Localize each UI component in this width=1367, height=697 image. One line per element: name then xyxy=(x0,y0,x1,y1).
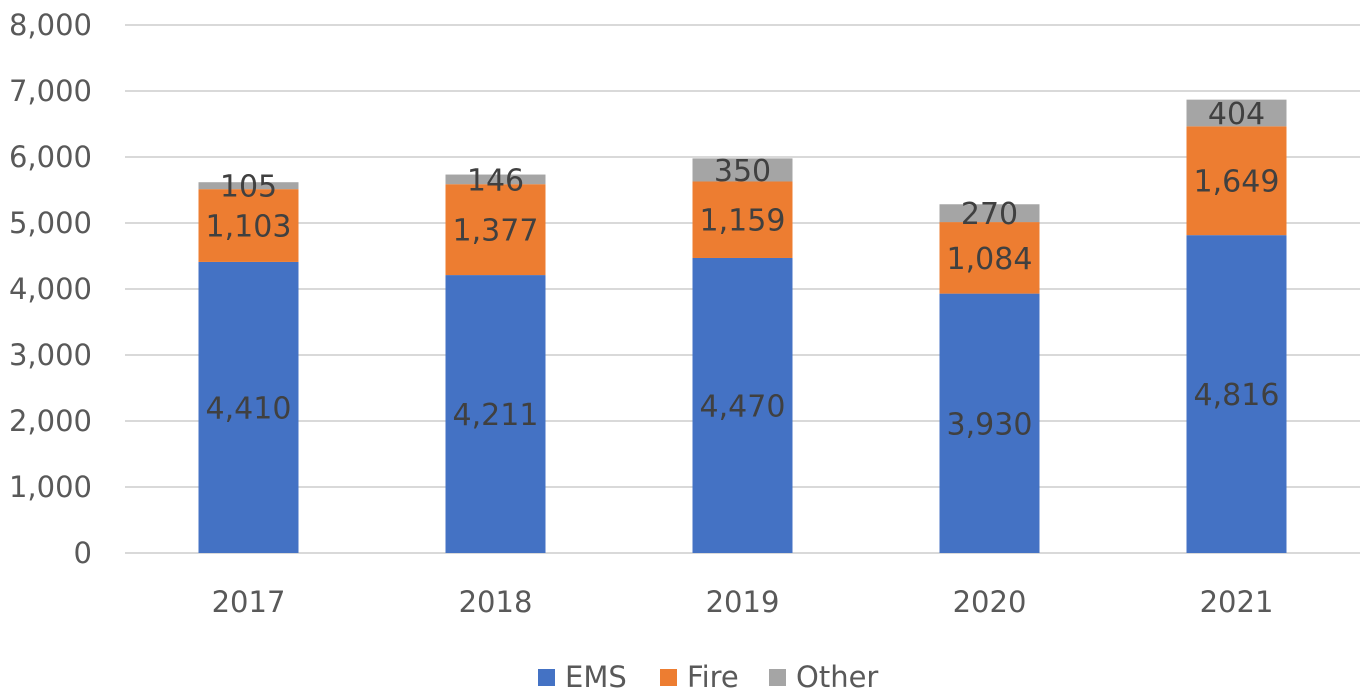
legend-label-other: Other xyxy=(796,660,878,694)
data-label-ems-2017: 4,410 xyxy=(206,391,292,426)
bar-ems-2019 xyxy=(692,257,793,553)
y-tick-label: 8,000 xyxy=(9,8,92,42)
y-tick-label: 6,000 xyxy=(9,140,92,174)
data-labels: 4,410 1,103 105 4,211 1,377 146 4,470 1,159 350 3… xyxy=(206,97,1280,442)
legend-swatch-other xyxy=(769,669,786,686)
data-label-fire-2019: 1,159 xyxy=(700,204,786,239)
data-label-ems-2019: 4,470 xyxy=(700,389,786,424)
bar-other-2019 xyxy=(692,158,793,182)
bar-fire-2019 xyxy=(692,181,793,258)
data-label-ems-2018: 4,211 xyxy=(453,398,539,433)
data-label-other-2019: 350 xyxy=(714,154,771,189)
x-tick-label: 2020 xyxy=(953,585,1027,619)
bar-ems-2021 xyxy=(1186,235,1287,554)
bar-other-2020 xyxy=(939,204,1040,223)
x-axis-ticks: 2017 2018 2019 2020 2021 xyxy=(212,585,1274,619)
bar-other-2021 xyxy=(1186,99,1287,127)
legend-swatch-fire xyxy=(660,669,677,686)
y-tick-label: 7,000 xyxy=(9,74,92,108)
legend-label-ems: EMS xyxy=(565,660,627,694)
bar-ems-2020 xyxy=(939,293,1040,553)
data-label-fire-2021: 1,649 xyxy=(1194,165,1280,200)
bar-fire-2017 xyxy=(198,189,299,262)
x-tick-label: 2017 xyxy=(212,585,286,619)
y-tick-label: 1,000 xyxy=(9,470,92,504)
bar-ems-2017 xyxy=(198,261,299,553)
data-label-ems-2020: 3,930 xyxy=(947,407,1033,442)
y-axis-ticks: 0 1,000 2,000 3,000 4,000 5,000 6,000 7,000 8,00… xyxy=(9,8,92,570)
data-label-other-2017: 105 xyxy=(220,170,277,205)
legend-swatch-ems xyxy=(538,669,555,686)
bar-fire-2018 xyxy=(445,184,546,276)
bar-fire-2021 xyxy=(1186,126,1287,236)
bar-ems-2018 xyxy=(445,275,546,553)
y-tick-label: 0 xyxy=(74,536,92,570)
y-tick-label: 5,000 xyxy=(9,206,92,240)
bars xyxy=(198,99,1287,554)
data-label-fire-2018: 1,377 xyxy=(453,214,539,249)
data-label-other-2020: 270 xyxy=(961,197,1018,232)
bar-fire-2020 xyxy=(939,222,1040,294)
bar-other-2017 xyxy=(198,182,299,190)
y-tick-label: 4,000 xyxy=(9,272,92,306)
bar-other-2018 xyxy=(445,174,546,185)
y-tick-label: 3,000 xyxy=(9,338,92,372)
legend: EMS Fire Other xyxy=(538,660,878,694)
y-tick-label: 2,000 xyxy=(9,404,92,438)
data-label-other-2018: 146 xyxy=(467,163,524,198)
x-tick-label: 2021 xyxy=(1200,585,1274,619)
x-tick-label: 2018 xyxy=(459,585,533,619)
data-label-fire-2020: 1,084 xyxy=(947,242,1033,277)
data-label-ems-2021: 4,816 xyxy=(1194,378,1280,413)
legend-label-fire: Fire xyxy=(687,660,739,694)
data-label-other-2021: 404 xyxy=(1208,97,1265,132)
x-tick-label: 2019 xyxy=(706,585,780,619)
data-label-fire-2017: 1,103 xyxy=(206,210,292,245)
